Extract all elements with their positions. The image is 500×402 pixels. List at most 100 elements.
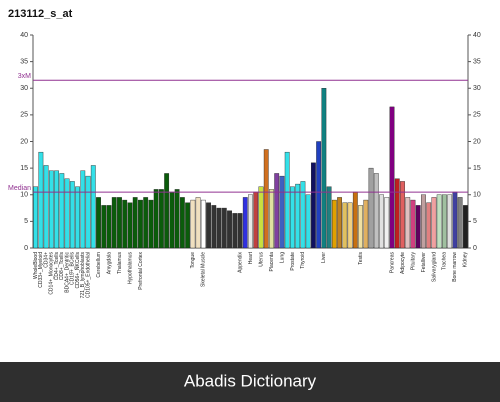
bar: [164, 173, 170, 249]
reference-label: 3xM: [18, 73, 31, 80]
bar: [263, 149, 269, 249]
bar: [227, 210, 232, 249]
y2-tick-label: 10: [473, 192, 481, 199]
footer-text: Abadis Dictionary: [184, 371, 317, 390]
bar: [101, 205, 107, 249]
bar: [216, 207, 222, 249]
bar: [221, 207, 227, 249]
bar: [436, 194, 442, 249]
bar: [64, 178, 70, 249]
x-tick-label: CD4+_Tcells: [54, 252, 60, 281]
footer-band: [0, 362, 500, 402]
bar: [442, 194, 447, 249]
bar: [405, 197, 411, 249]
bar: [415, 205, 421, 249]
bar: [363, 199, 369, 249]
bar: [368, 167, 374, 249]
bar: [75, 186, 80, 249]
bar: [185, 202, 191, 249]
bar: [211, 205, 217, 249]
bar: [54, 170, 59, 249]
bar: [316, 141, 322, 249]
y2-tick-label: 35: [473, 58, 481, 65]
bar: [394, 178, 400, 249]
bar: [284, 151, 290, 249]
y-tick-label: 35: [20, 58, 28, 65]
bar: [80, 170, 86, 249]
x-tick-label: Hypothalamus: [127, 252, 133, 284]
y-tick-label: 5: [24, 218, 28, 225]
y2-tick-label: 5: [473, 218, 477, 225]
x-tick-label: Appendix: [237, 252, 243, 273]
bar: [69, 181, 75, 249]
y2-tick-label: 40: [473, 32, 481, 39]
bar: [305, 194, 311, 249]
bar: [232, 213, 238, 249]
x-tick-label: Liver: [321, 252, 327, 263]
bar: [279, 175, 285, 249]
y2-tick-label: 15: [473, 165, 481, 172]
bar: [337, 197, 342, 249]
x-tick-label: Prostate: [290, 252, 296, 271]
y-tick-label: 40: [20, 32, 28, 39]
bar: [352, 191, 358, 249]
bar: [400, 181, 405, 249]
bar: [310, 162, 316, 249]
bar: [117, 197, 122, 249]
y2-tick-label: 0: [473, 245, 477, 252]
bar: [426, 202, 432, 249]
bar: [111, 197, 117, 249]
x-tick-label: Bone marrow: [452, 252, 458, 282]
bar: [331, 199, 337, 249]
x-tick-label: Trachea: [442, 252, 448, 270]
bar: [300, 181, 306, 249]
bar: [59, 173, 65, 249]
bar: [248, 194, 253, 249]
bar: [410, 199, 416, 249]
x-tick-label: Testis: [358, 252, 364, 265]
bar: [421, 194, 426, 249]
x-tick-label: Pancreas: [389, 252, 395, 274]
bar: [321, 88, 327, 249]
bar: [462, 205, 468, 249]
bar: [290, 186, 295, 249]
bar: [452, 191, 458, 249]
bar: [237, 213, 243, 249]
bar: [342, 202, 348, 249]
y-tick-label: 25: [20, 112, 28, 119]
bar: [148, 199, 154, 249]
bar: [179, 197, 185, 249]
bar: [138, 199, 143, 249]
bar: [447, 194, 453, 249]
bar: [48, 170, 54, 249]
x-tick-label: Pituitary: [410, 252, 416, 271]
bar: [274, 173, 280, 249]
reference-label: Median: [8, 185, 31, 192]
bar: [200, 199, 206, 249]
x-tick-label: Uterus: [258, 252, 264, 267]
bar: [384, 197, 390, 249]
x-tick-label: Prefrontal Cortex: [138, 252, 144, 290]
x-tick-label: Lung: [279, 252, 285, 263]
bar: [242, 197, 248, 249]
x-tick-label: WholeBlood: [33, 252, 39, 279]
bar: [379, 194, 384, 249]
bar: [206, 202, 211, 249]
y2-tick-label: 30: [473, 85, 481, 92]
x-tick-label: Thalamus: [117, 252, 123, 274]
bar: [195, 197, 201, 249]
x-tick-label: Amygdala: [106, 252, 112, 274]
x-tick-label: Cerebellum: [96, 252, 102, 278]
bar: [127, 202, 133, 249]
bar: [85, 175, 91, 249]
x-tick-label: Placenta: [269, 252, 275, 272]
bar: [295, 183, 301, 249]
x-tick-label: Tongue: [190, 252, 196, 269]
x-tick-label: Kidney: [463, 252, 469, 268]
bar: [153, 189, 159, 249]
bar: [159, 189, 164, 249]
y2-tick-label: 25: [473, 112, 481, 119]
bar: [258, 186, 264, 249]
x-tick-label: Heart: [248, 251, 254, 264]
